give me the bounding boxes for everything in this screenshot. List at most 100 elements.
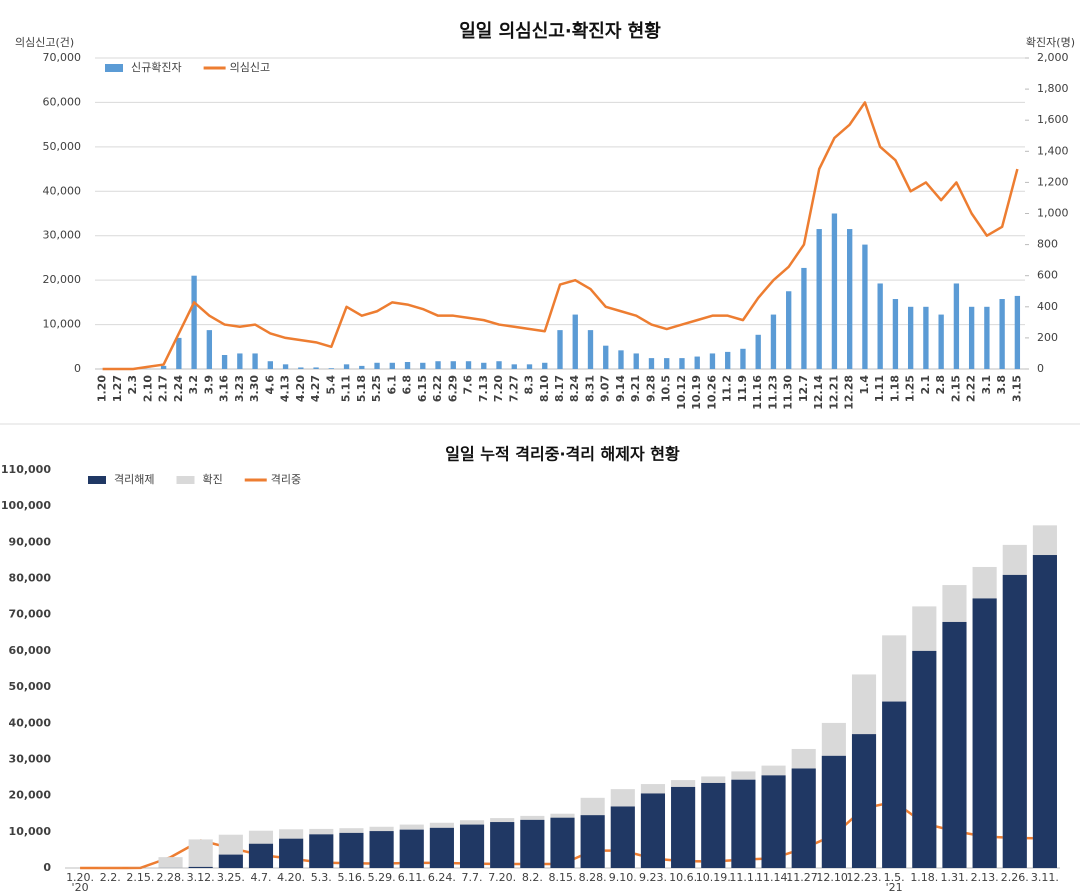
x-tick-label: 4.13 <box>279 375 292 402</box>
bar <box>542 362 548 369</box>
bar <box>490 822 515 868</box>
x-tick-label: 1.11 <box>873 375 886 402</box>
x-tick-label: 5.11 <box>340 375 353 402</box>
x-tick-label: 6.29 <box>446 375 459 402</box>
bar <box>520 819 545 868</box>
legend-swatch <box>88 476 106 484</box>
x-tick-label: 3.9 <box>202 375 215 395</box>
x-tick-label: 9.28 <box>644 375 657 402</box>
bar <box>831 213 838 369</box>
y2-tick-label: 800 <box>1037 238 1058 251</box>
bar <box>740 348 746 369</box>
bar <box>526 364 533 369</box>
bar <box>862 244 868 369</box>
x-tick-label: 5.4 <box>324 375 337 395</box>
bar <box>603 345 609 369</box>
bar <box>761 775 786 868</box>
x-tick-label: 1.4 <box>858 375 871 395</box>
legend-label: 확진 <box>202 473 222 486</box>
x-tick-label: 2.17 <box>157 375 170 402</box>
legend-label: 의심신고 <box>230 61 270 74</box>
bar <box>731 779 756 868</box>
x-tick-label: 10.6. <box>669 871 697 884</box>
y-tick-label: 70,000 <box>43 51 82 64</box>
bar <box>218 854 243 868</box>
y-tick-label: 60,000 <box>9 644 52 657</box>
y2-axis-label: 확진자(명) <box>1026 36 1075 49</box>
y-tick-label: 40,000 <box>43 184 82 197</box>
y2-tick-label: 1,800 <box>1037 82 1069 95</box>
y-tick-label: 20,000 <box>43 273 82 286</box>
legend-label: 격리해제 <box>114 472 154 486</box>
x-tick-label: 3.12. <box>187 871 215 884</box>
x-tick-label: 10.19 <box>690 375 703 410</box>
bar <box>821 755 846 868</box>
x-tick-label: 2.8 <box>934 375 947 395</box>
y-tick-label: 100,000 <box>1 499 51 512</box>
y2-tick-label: 1,000 <box>1037 207 1069 220</box>
x-tick-label: 3.16 <box>218 375 231 402</box>
x-tick-label: 2.13. <box>971 871 999 884</box>
x-tick-label: 4.20 <box>294 375 307 402</box>
bar <box>786 291 792 369</box>
x-tick-label: 1.18 <box>888 375 901 402</box>
x-tick-label: 11.27. <box>786 871 821 884</box>
x-tick-label: 2.15. <box>126 871 154 884</box>
bar <box>877 283 883 369</box>
y-tick-label: 90,000 <box>9 535 52 548</box>
bar <box>709 353 716 369</box>
y-tick-label: 110,000 <box>1 463 51 476</box>
x-tick-label: 11.2 <box>721 375 734 402</box>
bar <box>309 834 334 868</box>
y-tick-label: 30,000 <box>9 752 52 765</box>
bar <box>791 768 816 868</box>
bar <box>801 267 807 369</box>
x-tick-label: 6.15 <box>416 375 429 402</box>
bar <box>816 229 822 369</box>
year-label: '20 <box>72 881 89 894</box>
y-axis-label: 의심신고(건) <box>15 36 74 49</box>
bar <box>206 330 213 369</box>
x-tick-label: 12.23. <box>847 871 882 884</box>
y-tick-label: 60,000 <box>43 95 82 108</box>
y2-tick-label: 1,200 <box>1037 175 1069 188</box>
x-tick-label: 2.22 <box>965 375 978 402</box>
bar <box>851 734 877 868</box>
x-tick-label: 5.16. <box>337 871 365 884</box>
x-tick-label: 1.18. <box>910 871 938 884</box>
x-tick-label: 4.20. <box>277 871 305 884</box>
bar <box>158 857 183 868</box>
bar <box>972 598 997 868</box>
legend-label: 신규확진자 <box>131 61 182 74</box>
y-tick-label: 10,000 <box>43 318 82 331</box>
bar <box>188 866 213 868</box>
bar <box>188 839 213 868</box>
bar <box>953 283 960 369</box>
bar <box>389 362 395 369</box>
bar <box>938 314 944 369</box>
x-tick-label: 10.26 <box>705 375 718 410</box>
y-tick-label: 0 <box>43 861 51 874</box>
x-tick-label: 1.25 <box>904 375 917 402</box>
x-tick-label: 11.9 <box>736 375 749 402</box>
y-tick-label: 50,000 <box>43 140 82 153</box>
x-tick-label: 5.3. <box>311 871 332 884</box>
x-tick-label: 1.20. <box>66 871 94 884</box>
x-tick-label: 8.2. <box>522 871 543 884</box>
bar <box>912 650 937 868</box>
x-tick-label: 11.14. <box>756 871 791 884</box>
bar <box>580 815 605 868</box>
x-tick-label: 7.13 <box>477 375 490 402</box>
bar <box>572 314 578 369</box>
bar <box>248 843 274 868</box>
y2-tick-label: 1,400 <box>1037 144 1069 157</box>
bar <box>557 330 563 369</box>
x-tick-label: 2.3 <box>126 375 139 395</box>
bar <box>267 361 273 369</box>
bar <box>237 353 243 369</box>
y-tick-label: 20,000 <box>9 789 52 802</box>
x-tick-label: 7.20. <box>488 871 516 884</box>
x-tick-label: 8.3 <box>523 375 536 395</box>
x-tick-label: 7.6 <box>462 375 475 395</box>
bar <box>679 358 685 369</box>
